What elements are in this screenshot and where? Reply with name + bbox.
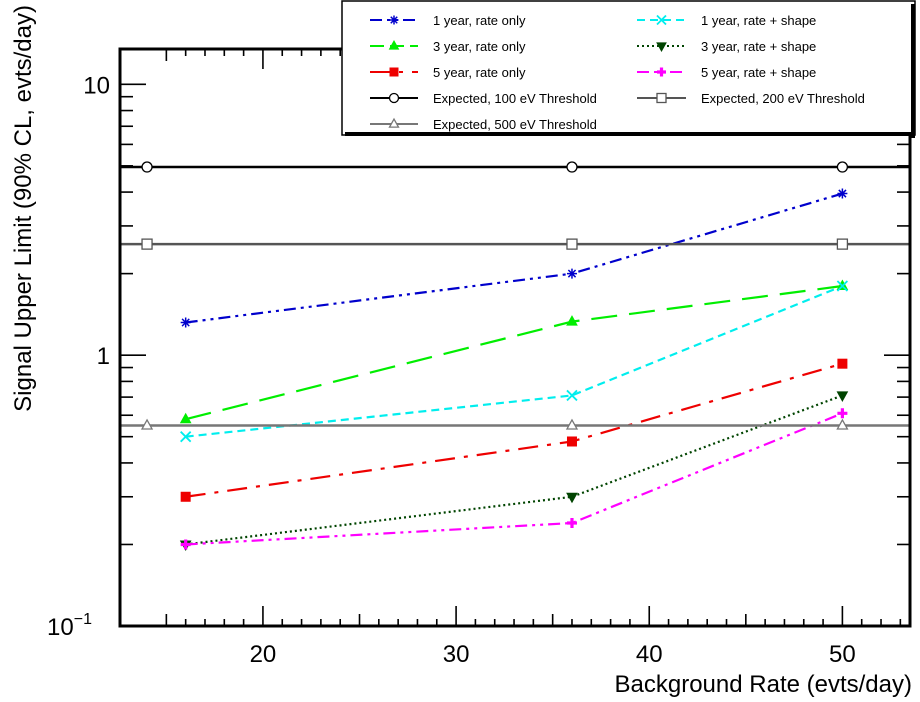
y-tick-label: 10−1 xyxy=(47,611,92,641)
axes: 20 30 40 50 10−1 1 10 xyxy=(47,49,910,668)
legend-marker-2 xyxy=(389,67,399,77)
data-point-0-2 xyxy=(837,188,848,199)
legend-label-3: 1 year, rate + shape xyxy=(701,13,816,28)
data-point-8-0 xyxy=(140,418,154,430)
series-line-5 xyxy=(185,412,843,546)
legend-label-8: Expected, 500 eV Threshold xyxy=(433,117,597,132)
x-tick-label: 30 xyxy=(443,641,470,668)
legend-marker-5 xyxy=(657,67,666,77)
series-line-0 xyxy=(185,192,843,324)
plot-series-lines xyxy=(120,165,910,546)
legend-marker-7 xyxy=(656,92,667,104)
data-point-7-2 xyxy=(836,238,849,250)
legend-shadow-bottom xyxy=(345,132,915,136)
series-line-4 xyxy=(185,394,843,546)
x-axis-title: Background Rate (evts/day) xyxy=(615,671,912,698)
data-point-0-1 xyxy=(566,268,577,279)
legend-label-2: 5 year, rate only xyxy=(433,65,526,80)
legend-marker-3 xyxy=(656,14,667,26)
legend-label-5: 5 year, rate + shape xyxy=(701,65,816,80)
series-line-1 xyxy=(185,284,843,421)
data-point-2-2 xyxy=(837,358,848,369)
legend-shadow-right xyxy=(911,4,915,138)
series-line-2 xyxy=(185,362,843,498)
data-point-6-2 xyxy=(836,161,849,173)
legend-marker-1 xyxy=(388,40,400,50)
plot-series-markers xyxy=(140,161,849,551)
data-point-5-0 xyxy=(180,539,191,550)
legend-label-0: 1 year, rate only xyxy=(433,13,526,28)
legend-label-4: 3 year, rate + shape xyxy=(701,39,816,54)
data-point-1-1 xyxy=(566,315,578,326)
legend-label-1: 3 year, rate only xyxy=(433,39,526,54)
x-tick-label: 40 xyxy=(636,641,663,668)
data-point-8-1 xyxy=(565,418,579,430)
series-line-3 xyxy=(185,284,843,438)
data-point-2-1 xyxy=(566,436,577,447)
data-point-6-0 xyxy=(141,161,153,173)
legend-marker-6 xyxy=(388,92,400,104)
data-point-4-1 xyxy=(566,492,578,504)
legend-marker-8 xyxy=(388,117,400,128)
y-tick-label: 10 xyxy=(83,72,110,99)
data-point-3-1 xyxy=(566,389,578,402)
y-tick-label: 1 xyxy=(97,343,110,370)
data-point-0-0 xyxy=(180,317,191,328)
data-point-6-1 xyxy=(566,161,578,173)
data-point-5-1 xyxy=(566,518,577,529)
legend-label-7: Expected, 200 eV Threshold xyxy=(701,91,865,106)
data-point-2-0 xyxy=(180,491,191,502)
legend: 1 year, rate only 3 year, rate only 5 year… xyxy=(341,0,916,138)
data-point-1-0 xyxy=(179,412,192,424)
data-point-7-1 xyxy=(566,238,578,250)
data-point-7-0 xyxy=(141,238,153,250)
data-point-5-2 xyxy=(837,408,848,419)
x-tick-label: 20 xyxy=(250,641,277,668)
legend-marker-4 xyxy=(656,42,667,52)
y-axis-title: Signal Upper Limit (90% CL, evts/day) xyxy=(10,5,37,412)
data-point-4-2 xyxy=(836,391,849,402)
data-point-3-0 xyxy=(180,431,192,443)
legend-label-6: Expected, 100 eV Threshold xyxy=(433,91,597,106)
data-point-8-2 xyxy=(836,418,849,430)
x-tick-label: 50 xyxy=(829,641,856,668)
legend-box xyxy=(341,0,916,136)
legend-marker-0 xyxy=(389,15,399,25)
data-point-3-2 xyxy=(836,280,849,292)
